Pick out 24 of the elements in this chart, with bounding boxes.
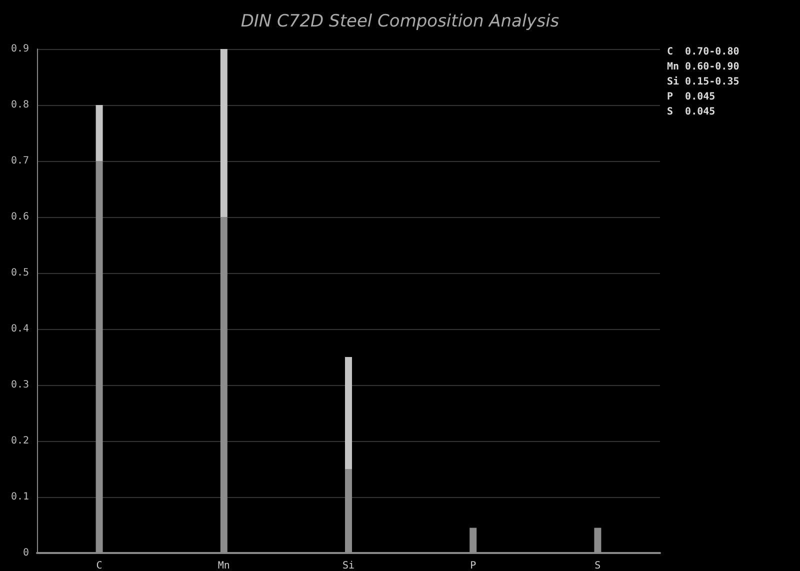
bar xyxy=(96,105,103,161)
y-tick-label: 0.3 xyxy=(10,380,29,390)
text: S 0.045 xyxy=(667,106,716,118)
y-tick-label: 0.1 xyxy=(10,492,29,502)
y-tick-label: 0 xyxy=(22,548,29,558)
y-tick-label: 0.5 xyxy=(10,268,29,278)
y-tick-label: 0.2 xyxy=(10,436,29,446)
text: Mn 0.60-0.90 xyxy=(667,62,740,72)
bar xyxy=(345,357,352,469)
text: C 0.70-0.80 xyxy=(667,46,740,58)
y-tick-label: 0.7 xyxy=(10,156,29,166)
x-tick-label: C xyxy=(96,560,102,571)
x-tick-label: S xyxy=(594,560,601,571)
text: Si 0.15-0.35 xyxy=(667,76,740,88)
x-tick-label: P xyxy=(470,560,476,571)
text: P 0.045 xyxy=(667,92,716,102)
y-tick-label: 0.9 xyxy=(10,44,29,54)
x-tick-label: Mn xyxy=(218,560,230,571)
x-tick-label: Si xyxy=(342,560,355,571)
y-tick-label: 0.6 xyxy=(10,212,29,222)
bar xyxy=(220,49,228,217)
y-tick-label: 0.8 xyxy=(10,100,29,110)
y-tick-label: 0.4 xyxy=(10,324,29,334)
chart-title: DIN C72D Steel Composition Analysis xyxy=(240,12,560,32)
